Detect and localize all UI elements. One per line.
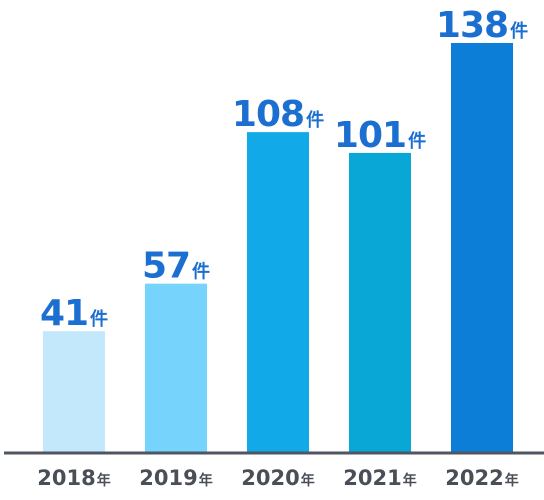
value-number: 138 — [436, 5, 508, 46]
value-label-2018: 41 件 — [40, 293, 108, 334]
category-label-2022: 2022年 — [445, 466, 518, 490]
category-suffix: 年 — [301, 472, 315, 489]
category-label-2019: 2019年 — [139, 466, 212, 490]
value-number: 41 — [40, 293, 88, 334]
category-label-2021: 2021年 — [343, 466, 416, 490]
category-year: 2021 — [343, 466, 401, 490]
bar-2022 — [451, 43, 513, 453]
category-suffix: 年 — [403, 472, 417, 489]
value-unit: 件 — [408, 130, 426, 152]
category-labels-group: 2018年 2019年 2020年 2021年 2022年 — [37, 466, 518, 490]
value-number: 108 — [232, 94, 304, 135]
value-unit: 件 — [306, 109, 324, 131]
bars-group — [43, 43, 513, 453]
category-year: 2019 — [139, 466, 197, 490]
category-year: 2022 — [445, 466, 503, 490]
value-label-2022: 138 件 — [436, 5, 528, 46]
bar-2019 — [145, 283, 207, 453]
category-year: 2020 — [241, 466, 299, 490]
value-number: 101 — [334, 115, 406, 156]
value-unit: 件 — [510, 20, 528, 42]
category-label-2020: 2020年 — [241, 466, 314, 490]
value-unit: 件 — [90, 308, 108, 330]
bar-2021 — [349, 152, 411, 453]
category-label-2018: 2018年 — [37, 466, 110, 490]
category-suffix: 年 — [97, 472, 111, 489]
bar-2018 — [43, 331, 105, 453]
category-suffix: 年 — [505, 472, 519, 489]
value-number: 57 — [142, 246, 190, 287]
category-year: 2018 — [37, 466, 95, 490]
bar-2020 — [247, 132, 309, 453]
category-suffix: 年 — [199, 472, 213, 489]
value-unit: 件 — [192, 261, 210, 283]
value-label-2019: 57 件 — [142, 246, 210, 287]
value-label-2021: 101 件 — [334, 115, 426, 156]
value-label-2020: 108 件 — [232, 94, 324, 135]
